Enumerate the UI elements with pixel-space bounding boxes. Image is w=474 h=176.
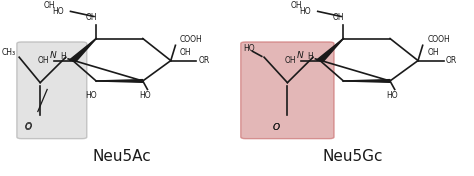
Text: OH: OH	[180, 48, 192, 57]
Text: O: O	[272, 123, 279, 132]
Text: HO: HO	[299, 7, 311, 16]
Text: Neu5Gc: Neu5Gc	[322, 149, 383, 164]
FancyBboxPatch shape	[17, 42, 87, 139]
Polygon shape	[317, 39, 343, 61]
Text: COOH: COOH	[180, 35, 203, 44]
Text: OH: OH	[285, 56, 297, 65]
Text: OR: OR	[199, 56, 210, 65]
Text: O: O	[272, 123, 279, 132]
Text: O: O	[25, 123, 32, 132]
Polygon shape	[96, 80, 143, 82]
Text: OR: OR	[446, 56, 457, 65]
Text: HO: HO	[139, 91, 151, 100]
Text: O: O	[25, 122, 32, 131]
Polygon shape	[69, 39, 96, 61]
Polygon shape	[343, 80, 390, 82]
Text: OH: OH	[428, 48, 439, 57]
Text: H: H	[60, 52, 66, 61]
Text: Neu5Ac: Neu5Ac	[92, 149, 151, 164]
Text: OH: OH	[38, 56, 49, 65]
Text: OH: OH	[333, 12, 345, 22]
Text: CH₃: CH₃	[2, 48, 16, 57]
Text: N: N	[49, 51, 56, 60]
Text: COOH: COOH	[428, 35, 450, 44]
Text: OH: OH	[291, 1, 302, 10]
Text: H: H	[308, 52, 313, 61]
Text: HO: HO	[86, 91, 97, 100]
Text: HO: HO	[52, 7, 64, 16]
Text: HO: HO	[387, 91, 398, 100]
Text: N: N	[297, 51, 303, 60]
Text: OH: OH	[86, 12, 97, 22]
FancyBboxPatch shape	[241, 42, 334, 139]
Text: HO: HO	[243, 44, 255, 53]
Text: OH: OH	[44, 1, 55, 10]
